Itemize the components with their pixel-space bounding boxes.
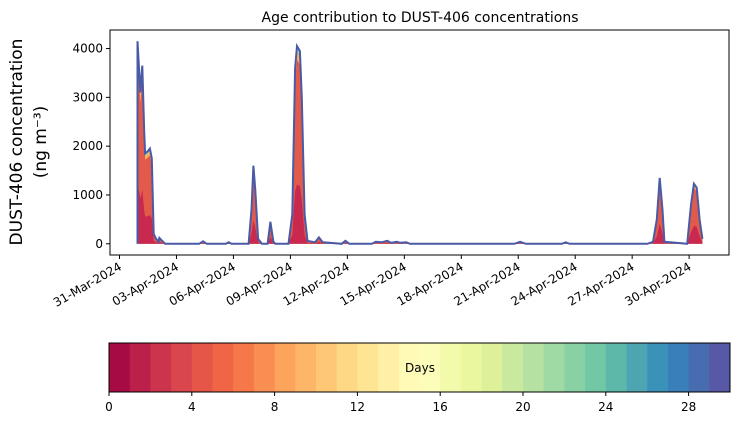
colorbar-tick-label: 4: [188, 400, 196, 414]
total-series-line: [136, 41, 704, 245]
y-tick-label: 2000: [72, 139, 103, 153]
axes-frame: [109, 29, 730, 256]
y-tick-label: 0: [95, 237, 103, 251]
y-tick-label: 4000: [72, 42, 103, 56]
colorbar-tick-label: 24: [598, 400, 613, 414]
colorbar-bin: [667, 343, 690, 392]
colorbar-tick-label: 0: [105, 400, 113, 414]
colorbar-tick-label: 16: [433, 400, 448, 414]
age-layer-young: [137, 55, 703, 244]
colorbar-bin: [626, 343, 648, 392]
colorbar-bin: [502, 343, 524, 392]
colorbar-tick-label: 8: [271, 400, 279, 414]
colorbar-bin: [357, 343, 379, 392]
colorbar-bin: [129, 343, 151, 392]
colorbar-tick-label: 20: [515, 400, 530, 414]
colorbar-bin: [336, 343, 358, 392]
colorbar-frame: [108, 342, 731, 393]
chart-title: Age contribution to DUST-406 concentrati…: [262, 10, 579, 26]
colorbar-tick-label: 28: [681, 400, 696, 414]
colorbar-bin: [564, 343, 586, 392]
colorbar-bin: [647, 343, 669, 392]
colorbar-bin: [440, 343, 462, 392]
colorbar-bin: [316, 343, 338, 392]
colorbar-bin: [212, 343, 234, 392]
colorbar-bin: [523, 343, 545, 392]
colorbar-bin: [274, 343, 296, 392]
colorbar-bin: [605, 343, 627, 392]
colorbar-bin: [191, 343, 213, 392]
colorbar-bin: [419, 343, 441, 392]
y-tick-label: 1000: [72, 188, 103, 202]
plot-area: 0100020003000400031-Mar-202403-Apr-20240…: [51, 29, 730, 310]
colorbar-bin: [460, 343, 483, 392]
colorbar: 0 4 8 12 16 20 24 28: [105, 342, 731, 414]
age-layer-old: [137, 41, 703, 244]
colorbar-bin: [295, 343, 317, 392]
colorbar-bin: [585, 343, 607, 392]
colorbar-bin: [709, 343, 731, 392]
colorbar-bin: [233, 343, 255, 392]
colorbar-bin: [109, 343, 131, 392]
colorbar-label: Days: [405, 361, 435, 375]
y-axis-label-line2: (ng m⁻³): [31, 106, 51, 179]
colorbar-bin: [253, 343, 276, 392]
colorbar-bin: [688, 343, 710, 392]
colorbar-tick-label: 12: [350, 400, 365, 414]
colorbar-bin: [150, 343, 172, 392]
colorbar-bin: [378, 343, 400, 392]
colorbar-bin: [543, 343, 565, 392]
age-layer-mid: [137, 47, 703, 244]
colorbar-bin: [171, 343, 193, 392]
y-axis-label-line1: DUST-406 concentration: [7, 39, 27, 246]
y-tick-label: 3000: [72, 90, 103, 104]
colorbar-bin: [398, 343, 420, 392]
age-layer-youngest: [137, 183, 703, 244]
colorbar-bin: [481, 343, 503, 392]
